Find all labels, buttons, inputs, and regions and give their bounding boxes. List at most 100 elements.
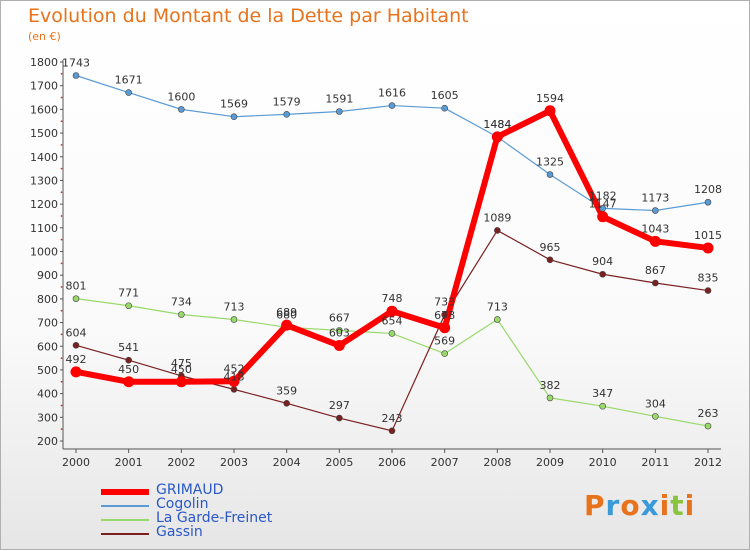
logo-letter: i [684, 489, 696, 522]
data-point [336, 108, 343, 115]
data-point [283, 400, 290, 407]
data-point [281, 319, 293, 331]
y-tick-label: 1700 [30, 80, 58, 93]
data-label: 678 [434, 309, 455, 322]
data-label: 304 [645, 397, 666, 410]
data-label: 450 [171, 363, 192, 376]
data-point [125, 356, 132, 364]
data-label: 1015 [694, 229, 722, 242]
data-label: 1579 [273, 95, 301, 108]
x-tick-label: 2003 [220, 456, 248, 469]
y-minor-tick [60, 357, 63, 359]
data-point [72, 295, 80, 302]
legend-label: GRIMAUD [156, 482, 224, 498]
x-tick-label: 2011 [641, 456, 669, 469]
y-minor-tick [60, 191, 63, 194]
x-tick-label: 2007 [431, 456, 459, 469]
y-minor-tick [60, 167, 63, 170]
series-line-grimaud [73, 107, 711, 385]
data-label: 359 [276, 384, 297, 397]
x-tick-label: 2010 [589, 456, 617, 469]
proxiti-logo: Proxiti [584, 489, 695, 522]
y-minor-tick [60, 215, 63, 217]
y-tick-label: 1000 [30, 246, 58, 259]
y-minor-tick [60, 404, 63, 407]
data-label: 1182 [589, 189, 617, 202]
data-point [544, 105, 556, 117]
data-label: 667 [329, 311, 350, 324]
data-point [388, 330, 396, 337]
data-label: 1208 [694, 183, 722, 196]
data-label: 748 [382, 292, 403, 305]
data-label: 1325 [536, 156, 564, 169]
data-label: 867 [645, 264, 666, 277]
data-label: 1616 [378, 87, 406, 100]
data-label: 243 [382, 412, 403, 425]
data-point [388, 102, 396, 109]
data-point [441, 104, 448, 112]
data-point [704, 198, 712, 206]
data-label: 492 [66, 353, 87, 366]
data-point [333, 340, 345, 352]
data-label: 603 [329, 327, 350, 340]
data-point [230, 113, 238, 121]
legend-label: La Garde-Freinet [156, 510, 273, 526]
data-point [494, 227, 501, 234]
data-point [388, 427, 396, 435]
y-minor-tick [60, 380, 63, 383]
data-label: 297 [329, 399, 350, 412]
data-point [230, 386, 238, 393]
data-point [72, 72, 80, 79]
data-label: 734 [171, 296, 192, 309]
data-point [125, 302, 132, 310]
data-point [652, 413, 659, 420]
y-minor-tick [60, 72, 63, 75]
data-label: 1089 [483, 211, 511, 224]
y-tick-label: 200 [37, 435, 58, 448]
data-point [597, 211, 609, 223]
data-point [546, 171, 554, 178]
data-point [649, 235, 661, 247]
logo-letter: P [584, 489, 606, 522]
data-point [494, 316, 501, 323]
y-tick-label: 1800 [30, 56, 58, 69]
legend-swatch [101, 489, 149, 495]
data-label: 1147 [589, 198, 617, 211]
x-tick-label: 2004 [273, 456, 301, 469]
data-label: 475 [171, 357, 192, 370]
y-minor-tick [60, 309, 63, 312]
logo-letter: i [659, 489, 671, 522]
data-label: 1591 [325, 93, 353, 106]
y-tick-label: 900 [37, 269, 58, 282]
chart-title: Evolution du Montant de la Dette par Hab… [28, 5, 469, 27]
data-point [72, 342, 80, 349]
data-label: 604 [66, 326, 87, 339]
x-tick-label: 2008 [483, 456, 511, 469]
y-tick-label: 1300 [30, 174, 58, 187]
data-label: 689 [276, 306, 297, 319]
data-label: 450 [118, 363, 139, 376]
data-point [125, 89, 132, 96]
data-label: 1484 [483, 118, 511, 131]
data-point [652, 279, 659, 287]
legend-label: Cogolin [156, 496, 209, 512]
data-label: 263 [698, 407, 719, 420]
x-tick-label: 2006 [378, 456, 406, 469]
data-point [283, 111, 290, 118]
data-label: 733 [434, 296, 455, 309]
data-point [228, 375, 240, 387]
data-point [652, 207, 659, 214]
data-point [70, 366, 82, 378]
y-tick-label: 800 [37, 293, 58, 306]
x-tick-label: 2001 [115, 456, 143, 469]
logo-letter: t [670, 489, 685, 522]
x-tick-label: 2009 [536, 456, 564, 469]
data-label: 1043 [641, 222, 669, 235]
y-tick-label: 500 [37, 364, 58, 377]
x-tick-label: 2000 [62, 456, 90, 469]
y-tick-label: 600 [37, 340, 58, 353]
y-minor-tick [60, 144, 63, 146]
data-label: 541 [118, 341, 139, 354]
data-point [123, 376, 135, 388]
